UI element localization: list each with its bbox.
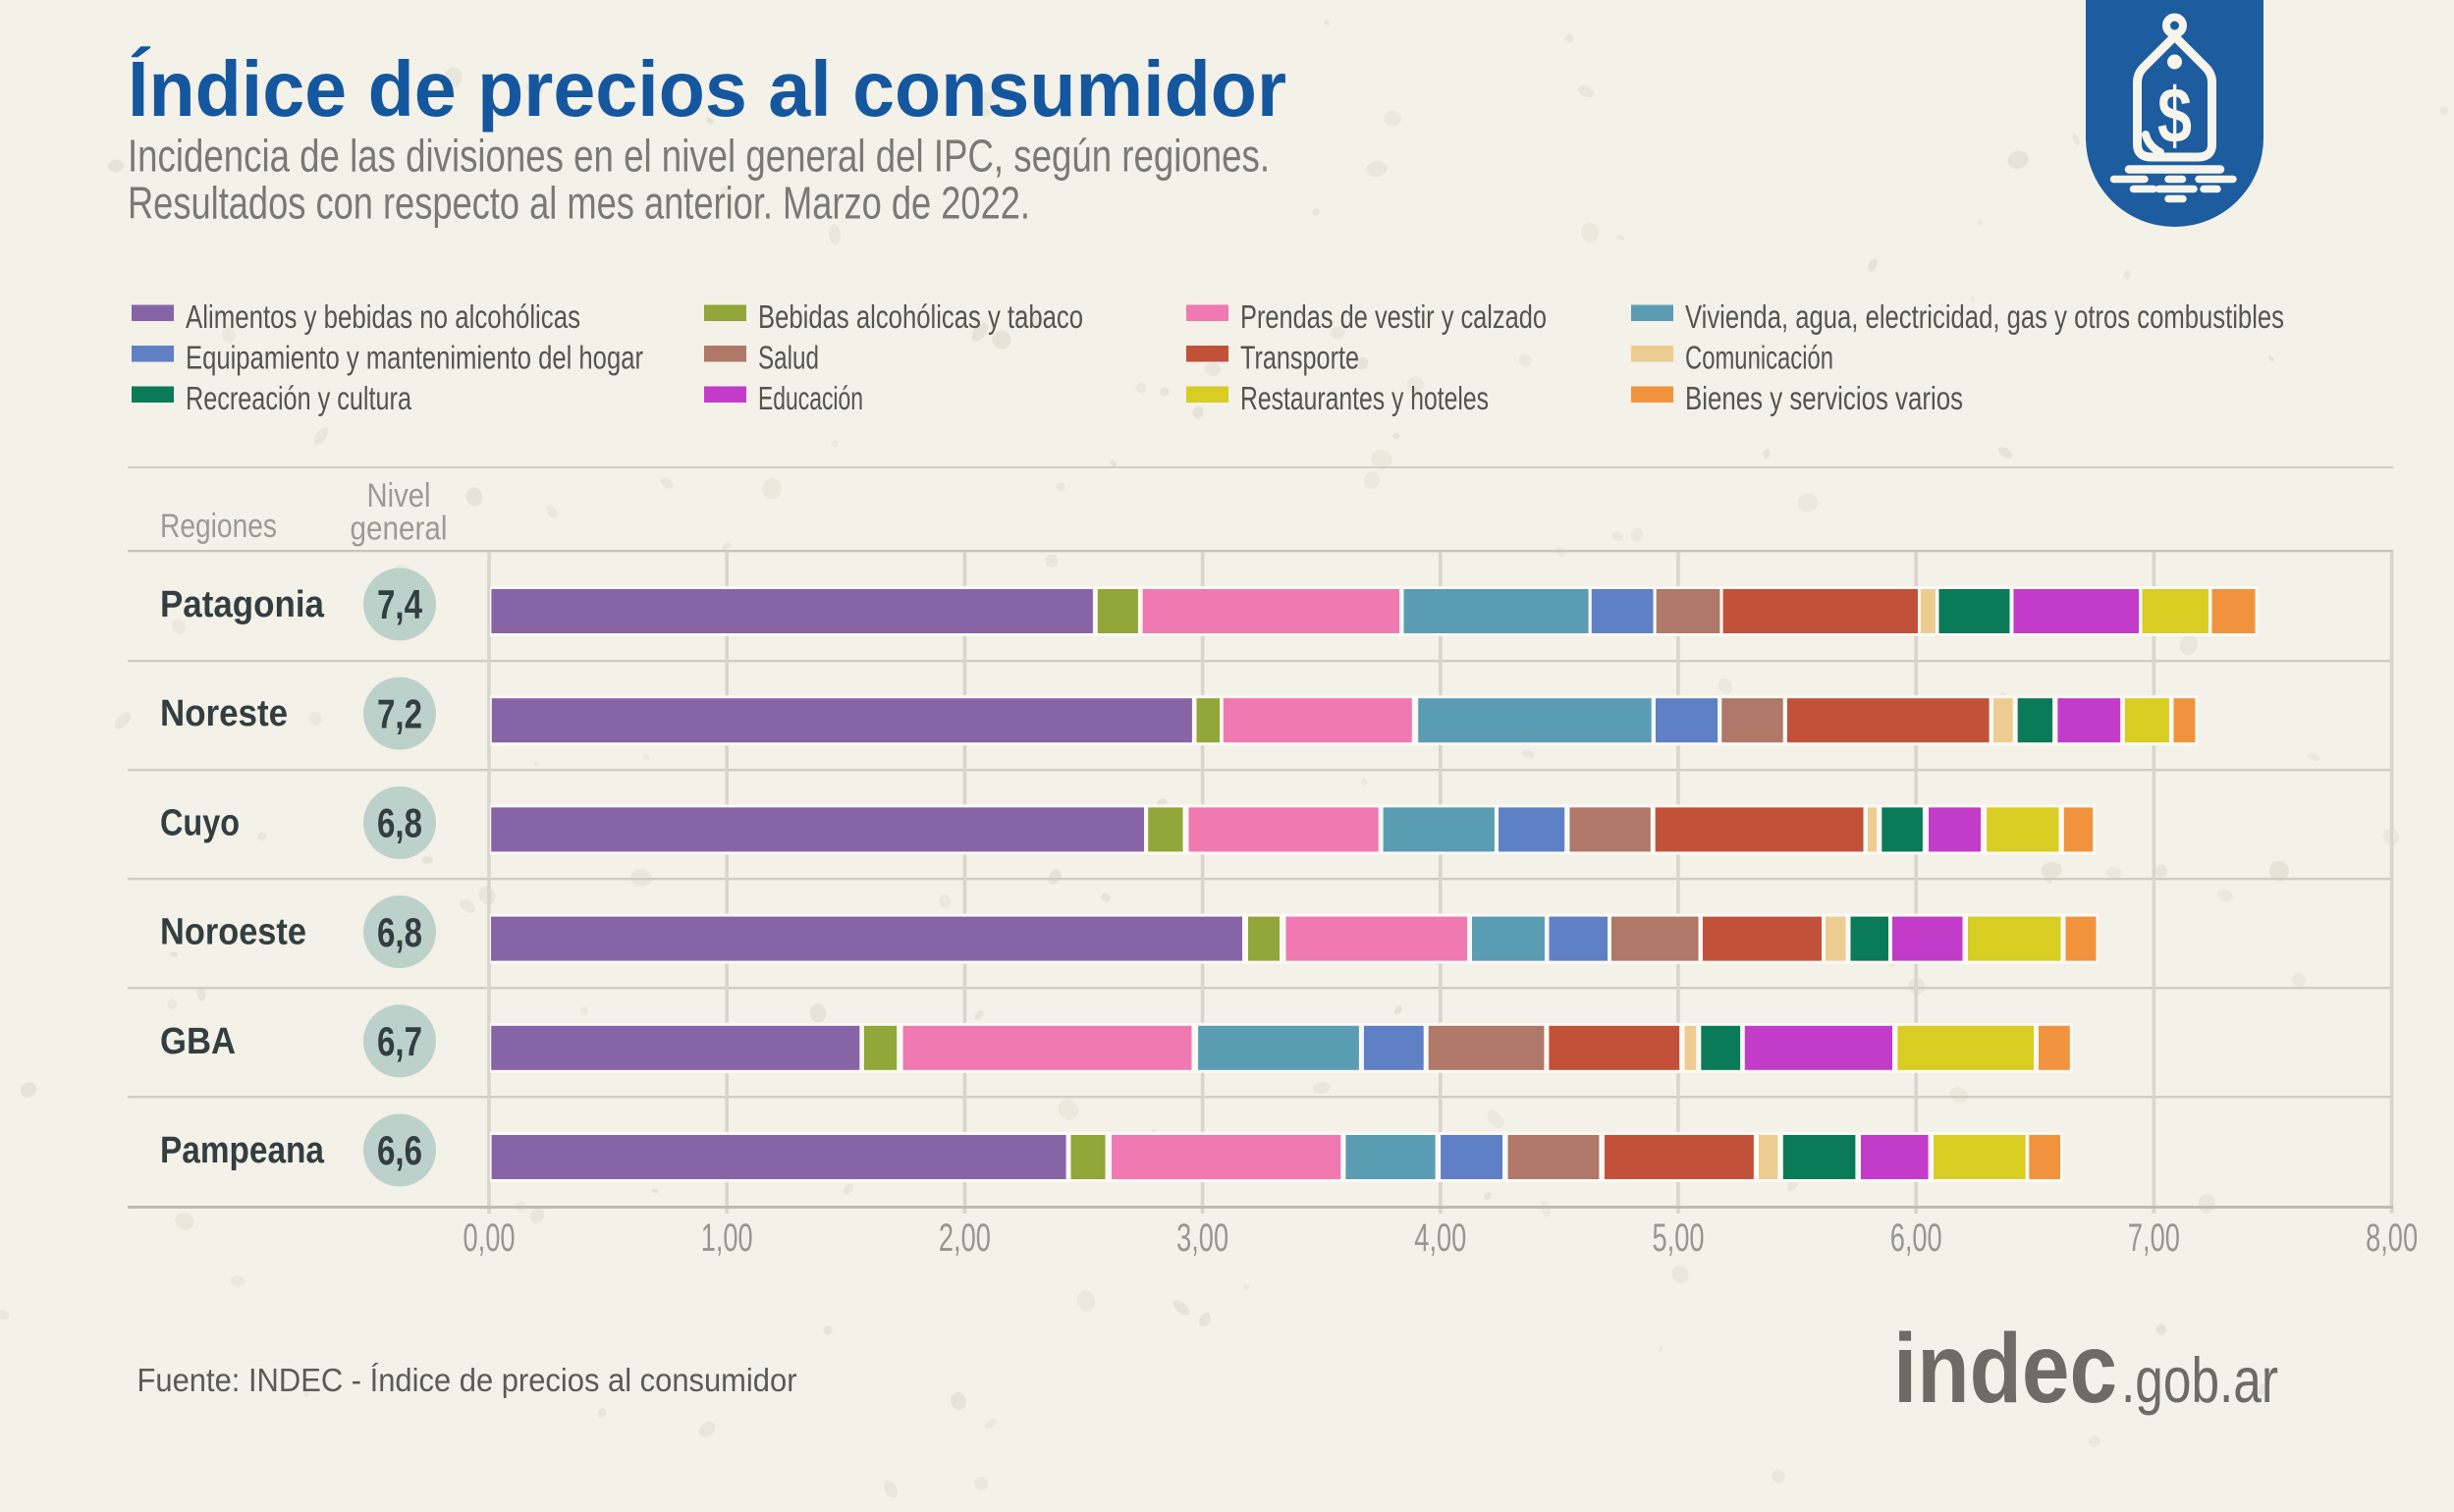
svg-text:6,8: 6,8 <box>377 800 422 846</box>
svg-text:indec: indec <box>1893 1314 2117 1424</box>
svg-text:$: $ <box>2157 72 2192 159</box>
svg-text:Índice de precios al consumido: Índice de precios al consumidor <box>128 45 1286 133</box>
svg-text:0,00: 0,00 <box>464 1216 516 1260</box>
svg-text:Patagonia: Patagonia <box>160 584 325 625</box>
svg-text:1,00: 1,00 <box>701 1216 753 1260</box>
svg-text:Prendas de vestir y calzado: Prendas de vestir y calzado <box>1240 298 1547 335</box>
svg-text:5,00: 5,00 <box>1653 1216 1705 1260</box>
svg-text:7,2: 7,2 <box>377 690 422 736</box>
svg-text:6,7: 6,7 <box>377 1018 422 1064</box>
svg-text:Salud: Salud <box>758 340 819 376</box>
svg-text:Alimentos y bebidas no alcohól: Alimentos y bebidas no alcohólicas <box>186 298 580 335</box>
svg-text:Bienes y servicios varios: Bienes y servicios varios <box>1685 380 1963 416</box>
svg-text:7,4: 7,4 <box>377 581 423 627</box>
svg-text:7,00: 7,00 <box>2128 1216 2180 1260</box>
svg-text:Recreación y cultura: Recreación y cultura <box>186 380 411 416</box>
svg-text:6,8: 6,8 <box>377 909 422 955</box>
svg-text:general: general <box>351 511 448 548</box>
svg-text:4,00: 4,00 <box>1414 1216 1466 1260</box>
svg-text:6,00: 6,00 <box>1890 1216 1942 1260</box>
svg-text:Comunicación: Comunicación <box>1685 340 1833 376</box>
svg-text:Transporte: Transporte <box>1240 340 1359 376</box>
svg-text:Regiones: Regiones <box>160 508 277 545</box>
svg-text:Equipamiento y mantenimiento d: Equipamiento y mantenimiento del hogar <box>186 340 643 376</box>
svg-text:Noreste: Noreste <box>160 693 288 734</box>
svg-text:Restaurantes y hoteles: Restaurantes y hoteles <box>1240 380 1489 416</box>
svg-text:8,00: 8,00 <box>2366 1216 2418 1260</box>
svg-text:Fuente: INDEC - Índice de prec: Fuente: INDEC - Índice de precios al con… <box>137 1362 797 1398</box>
svg-text:Educación: Educación <box>758 380 863 416</box>
svg-text:6,6: 6,6 <box>377 1127 422 1173</box>
svg-text:Nivel: Nivel <box>367 477 431 514</box>
svg-text:.gob.ar: .gob.ar <box>2121 1344 2278 1416</box>
svg-text:Bebidas alcohólicas y tabaco: Bebidas alcohólicas y tabaco <box>758 298 1083 335</box>
svg-text:GBA: GBA <box>160 1021 236 1062</box>
svg-text:Vivienda, agua, electricidad,: Vivienda, agua, electricidad, gas y otro… <box>1685 298 2284 335</box>
svg-text:Incidencia de las divisiones e: Incidencia de las divisiones en el nivel… <box>128 131 1270 182</box>
svg-text:Cuyo: Cuyo <box>160 802 240 843</box>
svg-text:3,00: 3,00 <box>1176 1216 1228 1260</box>
svg-text:Pampeana: Pampeana <box>160 1130 325 1171</box>
svg-text:Noroeste: Noroeste <box>160 912 306 953</box>
svg-text:Resultados con respecto al mes: Resultados con respecto al mes anterior.… <box>128 178 1030 229</box>
svg-text:2,00: 2,00 <box>939 1216 991 1260</box>
